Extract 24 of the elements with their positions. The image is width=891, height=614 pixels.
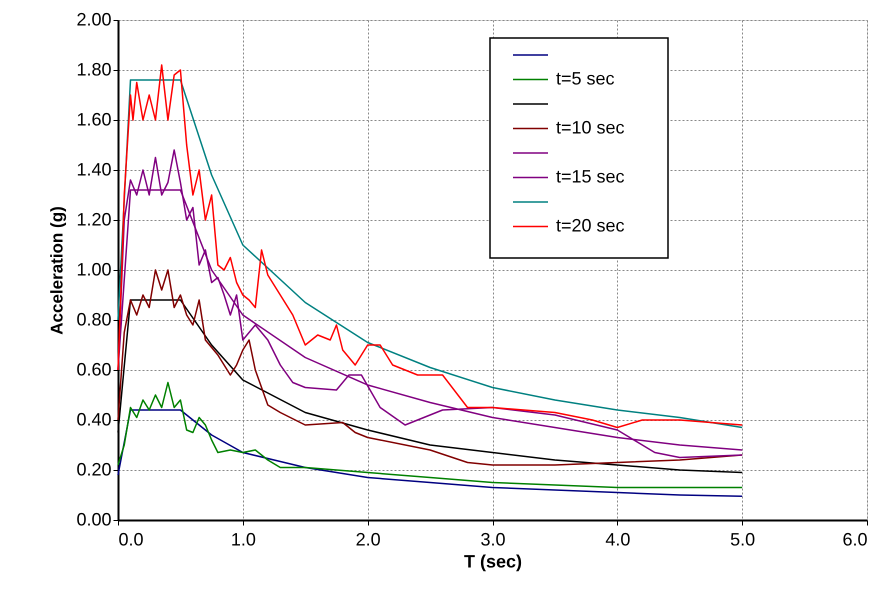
x-tick-label: 1.0 <box>230 530 256 550</box>
y-tick-label: 1.80 <box>76 60 112 80</box>
legend-label: t=15 sec <box>556 166 625 186</box>
x-tick-label: 2.0 <box>356 530 381 550</box>
y-tick-label: 0.00 <box>76 510 112 530</box>
y-tick-label: 1.20 <box>76 210 112 230</box>
y-tick-label: 1.60 <box>76 110 112 130</box>
x-tick-label: 4.0 <box>605 530 630 550</box>
x-axis-title: T (sec) <box>464 552 522 572</box>
x-tick-label: 5.0 <box>730 530 756 550</box>
y-tick-label: 0.20 <box>76 460 112 480</box>
x-tick-label: 0.0 <box>118 530 144 550</box>
y-tick-label: 0.60 <box>76 360 112 380</box>
x-tick-label: 3.0 <box>480 530 506 550</box>
y-axis-title: Acceleration (g) <box>47 206 66 335</box>
y-tick-label: 2.00 <box>76 10 112 30</box>
x-tick-label: 6.0 <box>842 530 868 550</box>
legend-label: t=20 sec <box>556 216 625 236</box>
y-tick-label: 0.40 <box>76 410 112 430</box>
legend-label: t=10 sec <box>556 118 625 138</box>
y-tick-label: 0.80 <box>76 310 112 330</box>
legend-label: t=5 sec <box>556 68 615 88</box>
y-tick-label: 1.00 <box>76 260 112 280</box>
y-tick-label: 1.40 <box>76 160 112 180</box>
